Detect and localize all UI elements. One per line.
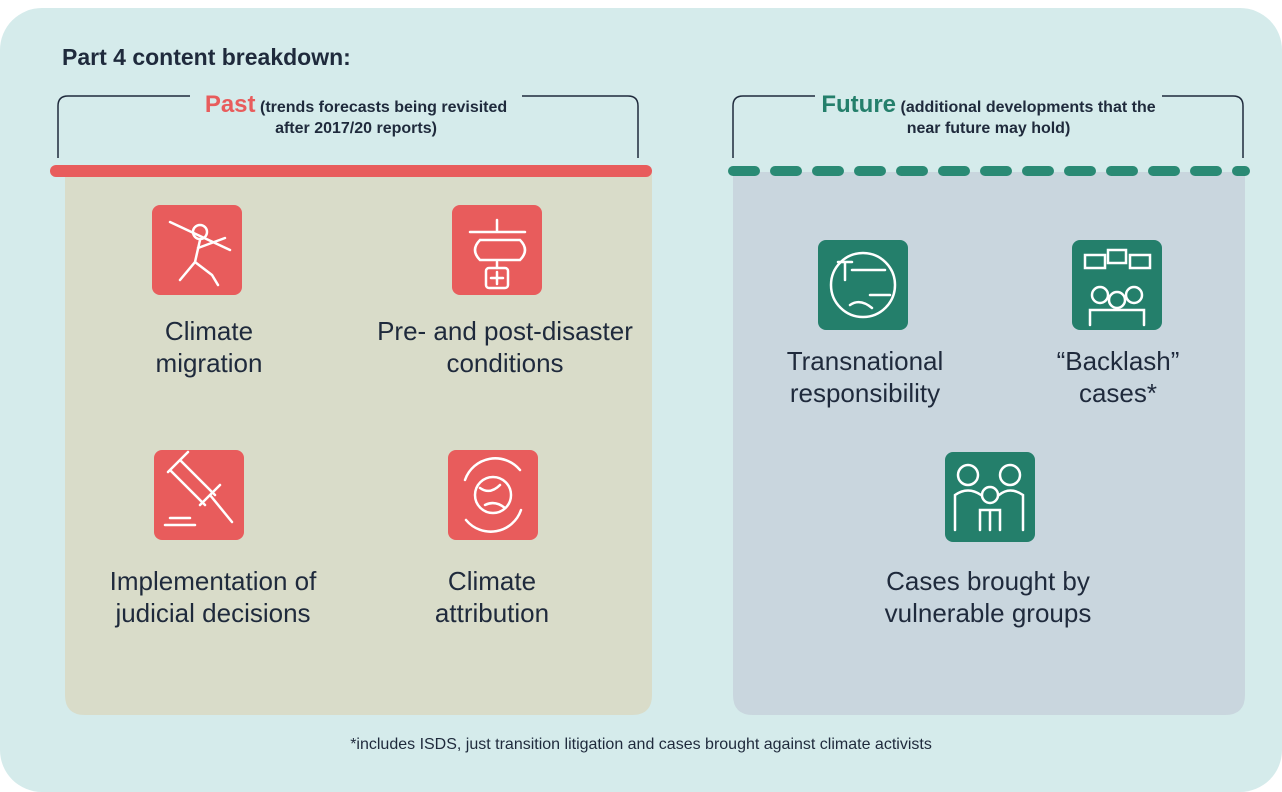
future-title: Future	[821, 91, 897, 118]
item-label: “Backlash” cases*	[1056, 346, 1180, 408]
item-label: Pre- and post-disaster conditions	[377, 316, 633, 378]
past-heading: Past (trends forecasts being revisited a…	[190, 91, 522, 139]
icon-glyphs	[163, 218, 1152, 533]
future-subtitle: (additional developments that the near f…	[900, 99, 1156, 137]
item-label: Climate migration	[155, 316, 263, 378]
item-label: Transnational responsibility	[786, 346, 944, 408]
future-panel	[733, 172, 1245, 715]
title: Part 4 content breakdown:	[62, 44, 351, 70]
past-title: Past	[204, 91, 256, 118]
future-heading: Future (additional developments that the…	[815, 91, 1162, 139]
past-subtitle: (trends forecasts being revisited after …	[259, 99, 508, 137]
item-label: Implementation of judicial decisions	[109, 566, 317, 628]
item-label: Cases brought by vulnerable groups	[884, 566, 1092, 628]
past-panel	[65, 172, 652, 715]
footnote: *includes ISDS, just transition litigati…	[350, 736, 932, 753]
item-label: Climate attribution	[434, 566, 550, 628]
